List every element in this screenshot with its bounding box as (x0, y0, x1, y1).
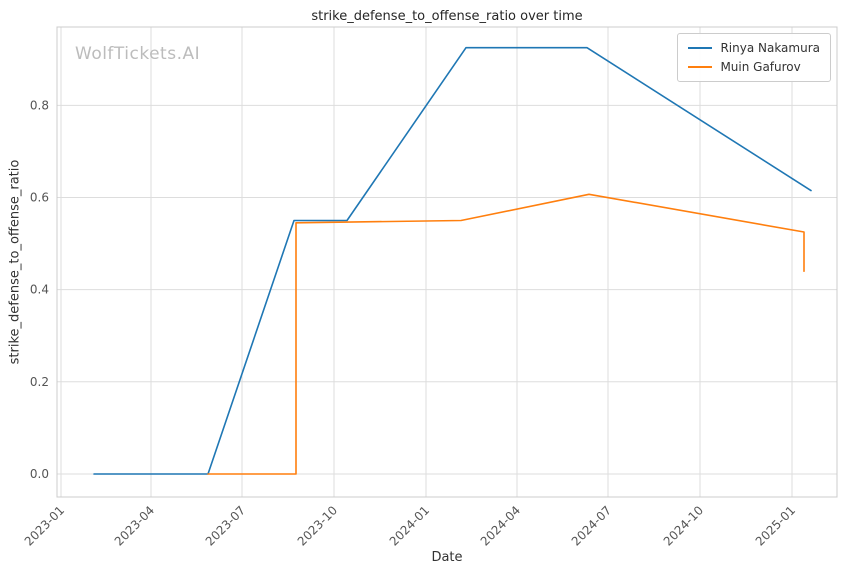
y-tick-label: 0.6 (30, 190, 49, 204)
legend-item: Rinya Nakamura (688, 42, 820, 54)
series-line-muin-gafurov (207, 193, 805, 475)
y-tick-label: 0.4 (30, 283, 49, 297)
x-tick-label: 2024-10 (661, 503, 706, 548)
y-axis-label: strike_defense_to_offense_ratio (7, 159, 23, 365)
x-tick-label: 2024-04 (478, 503, 523, 548)
x-tick-label: 2023-07 (203, 503, 248, 548)
x-tick-label: 2024-07 (569, 503, 614, 548)
x-tick-label: 2023-10 (295, 503, 340, 548)
y-tick-label: 0.0 (30, 467, 49, 481)
y-tick-label: 0.8 (30, 98, 49, 112)
legend: Rinya Nakamura Muin Gafurov (677, 33, 831, 82)
series-line-rinya-nakamura (93, 46, 812, 475)
plot-border (56, 26, 838, 498)
legend-label: Muin Gafurov (720, 60, 801, 74)
legend-item: Muin Gafurov (688, 61, 820, 73)
legend-line-swatch (688, 66, 713, 68)
x-tick-label: 2023-01 (22, 503, 67, 548)
y-tick-label: 0.2 (30, 375, 49, 389)
watermark: WolfTickets.AI (75, 44, 201, 64)
chart-title: strike_defense_to_offense_ratio over tim… (311, 9, 583, 24)
x-tick-label: 2024-01 (387, 503, 432, 548)
x-axis-label: Date (431, 550, 463, 565)
x-tick-label: 2025-01 (753, 503, 798, 548)
legend-line-swatch (688, 47, 713, 49)
x-tick-label: 2023-04 (112, 503, 157, 548)
legend-label: Rinya Nakamura (720, 41, 820, 55)
